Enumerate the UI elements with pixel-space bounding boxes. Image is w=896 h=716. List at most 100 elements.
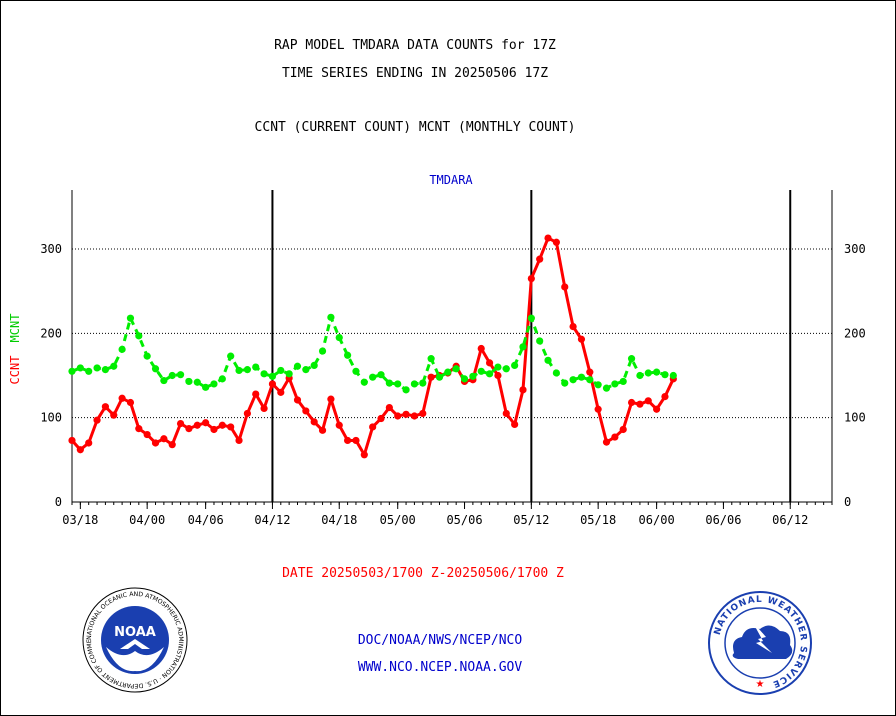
data-point-mcnt — [151, 365, 160, 373]
data-point-ccnt — [344, 436, 352, 445]
data-point-ccnt — [360, 451, 368, 459]
plot-title: TMDARA — [429, 173, 473, 187]
x-tick-label: 05/18 — [580, 513, 616, 527]
data-point-ccnt — [101, 403, 110, 411]
data-point-mcnt — [93, 364, 101, 372]
data-point-ccnt — [260, 404, 268, 412]
data-point-ccnt — [419, 409, 427, 418]
x-tick-label: 03/18 — [62, 513, 98, 527]
data-point-mcnt — [176, 371, 185, 379]
data-point-mcnt — [243, 366, 251, 374]
data-point-mcnt — [118, 345, 126, 353]
data-point-mcnt — [135, 332, 143, 340]
data-point-mcnt — [360, 378, 368, 386]
data-point-mcnt — [85, 367, 93, 375]
data-point-ccnt — [619, 425, 627, 434]
data-point-ccnt — [176, 419, 185, 428]
data-point-ccnt — [277, 388, 285, 396]
chart-title-line1: RAP MODEL TMDARA DATA COUNTS for 17Z — [274, 38, 556, 53]
x-tick-label: 05/00 — [380, 513, 416, 527]
data-point-mcnt — [527, 314, 535, 322]
y-tick-label-left: 300 — [40, 242, 62, 256]
y-tick-label-left: 100 — [40, 411, 62, 425]
y-tick-label-right: 100 — [844, 411, 866, 425]
y-tick-label-right: 300 — [844, 242, 866, 256]
data-point-ccnt — [160, 435, 168, 443]
data-point-mcnt — [636, 371, 644, 380]
data-point-ccnt — [544, 234, 552, 242]
x-tick-label: 06/12 — [772, 513, 808, 527]
data-point-ccnt — [93, 416, 101, 424]
x-tick-label: 06/00 — [639, 513, 675, 527]
data-point-ccnt — [519, 386, 527, 394]
data-point-ccnt — [536, 255, 544, 263]
data-point-mcnt — [561, 379, 569, 387]
data-point-mcnt — [519, 343, 527, 351]
data-point-ccnt — [210, 425, 218, 434]
data-point-ccnt — [427, 373, 435, 381]
x-tick-label: 04/00 — [129, 513, 165, 527]
data-point-mcnt — [160, 376, 168, 385]
data-point-mcnt — [369, 373, 377, 381]
data-point-ccnt — [385, 403, 393, 412]
x-tick-label: 04/06 — [188, 513, 224, 527]
data-point-ccnt — [335, 421, 343, 429]
y-tick-label-right: 200 — [844, 326, 866, 340]
y-tick-label-left: 0 — [55, 495, 62, 509]
data-point-mcnt — [594, 381, 602, 389]
data-point-mcnt — [193, 378, 201, 386]
data-point-mcnt — [218, 375, 226, 383]
data-point-ccnt — [76, 446, 84, 454]
data-point-ccnt — [552, 238, 560, 246]
data-point-mcnt — [644, 369, 652, 377]
x-tick-label: 05/06 — [446, 513, 482, 527]
data-point-mcnt — [277, 366, 285, 375]
chart-subtitle: CCNT (CURRENT COUNT) MCNT (MONTHLY COUNT… — [254, 120, 576, 135]
data-point-ccnt — [569, 323, 577, 331]
x-tick-label: 05/12 — [513, 513, 549, 527]
noaa-center-text: NOAA — [114, 625, 156, 640]
data-point-ccnt — [310, 418, 318, 426]
data-point-ccnt — [502, 409, 510, 418]
data-point-ccnt — [511, 420, 519, 429]
noaa-logo-icon: NATIONAL OCEANIC AND ATMOSPHERIC ADMINIS… — [82, 587, 188, 693]
data-point-mcnt — [335, 333, 343, 342]
data-point-mcnt — [485, 370, 494, 378]
data-point-mcnt — [210, 380, 218, 388]
data-point-ccnt — [327, 395, 335, 403]
data-point-mcnt — [511, 361, 519, 369]
data-point-ccnt — [218, 421, 226, 429]
data-point-ccnt — [477, 344, 485, 353]
svg-text:★: ★ — [756, 679, 765, 690]
data-point-mcnt — [460, 375, 469, 383]
data-point-mcnt — [402, 386, 410, 394]
data-point-mcnt — [168, 371, 176, 380]
label-layer: CCNT MCNT 0 0 100 100 200 200 300 300 03/18 04/00… — [8, 242, 866, 527]
data-point-mcnt — [260, 370, 268, 378]
credit-org-path: DOC/NOAA/NWS/NCEP/NCO — [357, 633, 523, 648]
data-point-ccnt — [602, 438, 611, 446]
data-point-ccnt — [653, 405, 661, 413]
data-point-ccnt — [151, 439, 160, 447]
data-point-mcnt — [611, 380, 619, 388]
data-point-ccnt — [402, 410, 410, 418]
data-point-mcnt — [477, 367, 485, 375]
y-axis-label-ccnt: CCNT — [8, 356, 22, 385]
data-point-mcnt — [586, 376, 594, 384]
chart-title-line2: TIME SERIES ENDING IN 20250506 17Z — [281, 66, 549, 81]
grid-layer — [72, 190, 832, 502]
data-point-mcnt — [502, 365, 510, 373]
data-point-mcnt — [344, 351, 352, 359]
data-point-mcnt — [452, 365, 460, 373]
data-point-mcnt — [68, 367, 76, 375]
data-point-mcnt — [252, 363, 260, 371]
x-tick-label: 06/06 — [705, 513, 741, 527]
data-point-mcnt — [185, 377, 193, 386]
data-point-mcnt — [435, 373, 444, 381]
data-point-mcnt — [552, 369, 560, 377]
data-point-mcnt — [669, 371, 677, 380]
data-point-ccnt — [394, 412, 402, 420]
data-point-mcnt — [227, 352, 235, 360]
series-line-ccnt — [70, 236, 675, 457]
data-point-mcnt — [661, 371, 669, 379]
